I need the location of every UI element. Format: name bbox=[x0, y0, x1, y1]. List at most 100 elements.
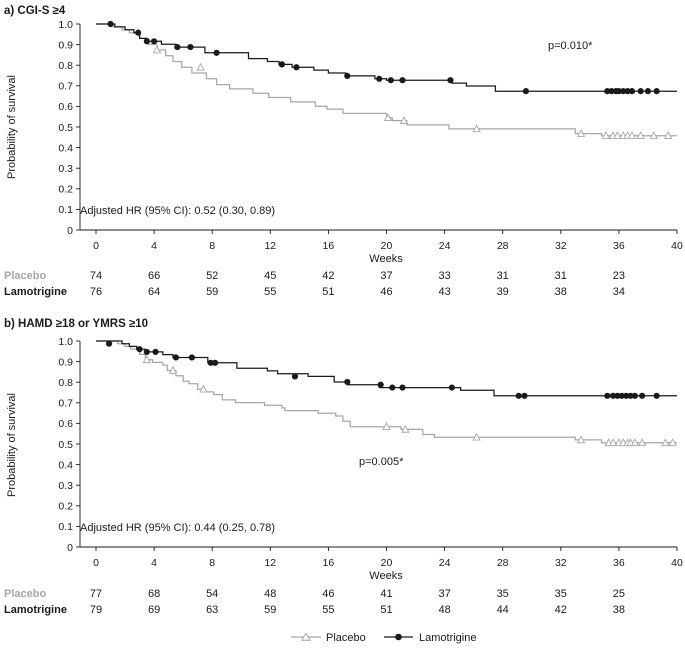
panel-b-x-axis-label: Weeks bbox=[369, 570, 403, 582]
panel-a-y-tick-label: 0.2 bbox=[58, 184, 73, 196]
panel-a-curves bbox=[96, 20, 677, 139]
panel-b-risk-value-placebo: 68 bbox=[148, 588, 160, 600]
panel-b-hazard-ratio: Adjusted HR (95% CI): 0.44 (0.25, 0.78) bbox=[80, 522, 275, 534]
panel-a-risk-value-lamotrigine: 64 bbox=[148, 286, 160, 298]
panel-b-risk-value-placebo: 46 bbox=[322, 588, 334, 600]
panel-a-lamotrigine-curve bbox=[96, 23, 677, 92]
panel-a-lamotrigine-censor-mark bbox=[637, 88, 644, 95]
panel-a-x-axis-label: Weeks bbox=[369, 253, 403, 265]
panel-a-x-tick-label: 4 bbox=[151, 240, 157, 252]
panel-a-lamotrigine-censor-mark bbox=[135, 29, 142, 36]
panel-b-risk-value-lamotrigine: 79 bbox=[90, 604, 102, 616]
panel-b-risk-value-lamotrigine: 48 bbox=[438, 604, 450, 616]
panel-a-placebo-censor-mark bbox=[152, 45, 162, 54]
panel-a-hazard-ratio: Adjusted HR (95% CI): 0.52 (0.30, 0.89) bbox=[80, 205, 275, 217]
panel-a-risk-value-placebo: 52 bbox=[206, 270, 218, 282]
panel-b-risk-value-placebo: 77 bbox=[90, 588, 102, 600]
panel-b-lamotrigine-censor-mark bbox=[105, 340, 113, 347]
panel-b-risk-value-lamotrigine: 44 bbox=[497, 604, 509, 616]
panel-b-placebo-censor-mark bbox=[472, 432, 481, 441]
panel-b-lamotrigine-censor-mark bbox=[448, 384, 455, 391]
panel-b-lamotrigine-censor-mark bbox=[627, 392, 634, 399]
panel-a-x-tick-label: 8 bbox=[209, 240, 215, 252]
panel-a-lamotrigine-censor-mark bbox=[151, 38, 158, 45]
panel-a-risk-value-lamotrigine: 76 bbox=[90, 286, 102, 298]
panel-a-risk-value-lamotrigine: 34 bbox=[613, 286, 625, 298]
panel-a-lamotrigine-censor-mark bbox=[107, 20, 114, 28]
panel-a-placebo-censor-mark bbox=[613, 131, 622, 139]
panel-b-lamotrigine-censor-mark bbox=[521, 392, 528, 399]
panel-b-lamotrigine-censor-mark bbox=[631, 392, 638, 399]
panel-a-x-tick-label: 12 bbox=[264, 240, 276, 252]
panel-b-x-tick-label: 4 bbox=[151, 557, 157, 569]
panel-b-y-tick-label: 1.0 bbox=[58, 336, 73, 348]
panel-b-placebo-censor-mark bbox=[637, 438, 647, 447]
panel-a: a) CGI-S ≥4 Probability of survival Week… bbox=[4, 5, 683, 298]
panel-b-y-tick-label: 0.2 bbox=[58, 501, 73, 513]
panel-b-x-tick-label: 20 bbox=[381, 557, 393, 569]
panel-b-risk-value-placebo: 48 bbox=[264, 588, 276, 600]
panel-a-y-tick-label: 0.8 bbox=[58, 60, 73, 72]
panel-a-placebo-censor-mark bbox=[627, 131, 637, 139]
panel-a-x-tick-label: 24 bbox=[439, 240, 451, 252]
panel-a-lamotrigine-censor-mark bbox=[447, 77, 454, 84]
panel-a-lamotrigine-censor-mark bbox=[376, 75, 383, 82]
panel-a-lamotrigine-censor-mark bbox=[644, 88, 652, 95]
legend-lamotrigine-label: Lamotrigine bbox=[419, 632, 476, 644]
panel-b-lamotrigine-censor-mark bbox=[344, 378, 351, 386]
panel-b-y-tick-label: 0.7 bbox=[58, 398, 73, 410]
panel-b-lamotrigine-censor-mark bbox=[399, 384, 406, 391]
panel-b-lamotrigine-censor-mark bbox=[172, 354, 179, 361]
panel-b-y-tick-label: 0.1 bbox=[58, 521, 73, 533]
panel-b-x-tick-label: 0 bbox=[93, 557, 99, 569]
panel-b-risk-value-lamotrigine: 38 bbox=[613, 604, 625, 616]
panel-b-curves bbox=[96, 340, 677, 447]
panel-b-risk-value-lamotrigine: 55 bbox=[322, 604, 334, 616]
panel-b-x-tick-label: 16 bbox=[323, 557, 335, 569]
panel-b-risk-value-lamotrigine: 59 bbox=[264, 604, 276, 616]
panel-a-lamotrigine-censor-mark bbox=[615, 88, 623, 95]
panel-a-risk-value-placebo: 33 bbox=[438, 270, 450, 282]
panel-a-lamotrigine-censor-mark bbox=[387, 77, 394, 84]
panel-b-risk-value-lamotrigine: 42 bbox=[555, 604, 567, 616]
panel-a-y-tick-label: 1.0 bbox=[58, 19, 73, 31]
panel-a-risk-value-lamotrigine: 46 bbox=[380, 286, 392, 298]
panel-b-x-tick-label: 28 bbox=[497, 557, 509, 569]
panel-b-y-axis-label: Probability of survival bbox=[6, 393, 18, 497]
panel-a-placebo-censor-mark bbox=[601, 131, 610, 139]
panel-a-risk-value-placebo: 37 bbox=[380, 270, 392, 282]
panel-b-placebo-censor-mark bbox=[382, 422, 391, 431]
panel-a-lamotrigine-censor-mark bbox=[174, 43, 181, 51]
panel-a-risk-value-lamotrigine: 43 bbox=[438, 286, 450, 298]
panel-b-risk-value-placebo: 25 bbox=[613, 588, 625, 600]
panel-a-placebo-censor-mark bbox=[196, 62, 205, 71]
panel-b-lamotrigine-censor-mark bbox=[614, 392, 621, 399]
panel-a-y-tick-label: 0 bbox=[67, 225, 73, 237]
panel-a-risk-value-lamotrigine: 51 bbox=[322, 286, 334, 298]
panel-a-risk-value-placebo: 23 bbox=[613, 270, 625, 282]
panel-a-x-tick-label: 20 bbox=[381, 240, 393, 252]
panel-b-lamotrigine-censor-mark bbox=[604, 392, 611, 399]
panel-b-lamotrigine-censor-mark bbox=[623, 392, 630, 399]
panel-a-y-tick-label: 0.1 bbox=[58, 204, 73, 216]
panel-b-placebo-censor-mark bbox=[608, 438, 618, 447]
panel-b-risk-label-lamotrigine: Lamotrigine bbox=[4, 604, 67, 616]
legend-lamotrigine-circle-icon bbox=[395, 633, 402, 641]
panel-b-risk-value-placebo: 41 bbox=[380, 588, 392, 600]
panel-a-axes: 0 0.1 0.2 0.3 0.4 0.5 0.6 0.7 0.8 0.9 1.0 0 4 8 12 16 20… bbox=[58, 19, 683, 252]
panel-a-y-tick-label: 0.3 bbox=[58, 163, 73, 175]
panel-a-y-tick-label: 0.4 bbox=[58, 142, 73, 154]
panel-a-placebo-censor-mark bbox=[649, 131, 658, 139]
panel-a-x-tick-label: 16 bbox=[323, 240, 335, 252]
panel-a-risk-value-lamotrigine: 39 bbox=[497, 286, 509, 298]
panel-b-placebo-censor-mark bbox=[630, 438, 640, 447]
panel-b-x-tick-label: 24 bbox=[439, 557, 451, 569]
panel-b-risk-value-lamotrigine: 69 bbox=[148, 604, 160, 616]
panel-b-placebo-censor-mark bbox=[668, 438, 677, 447]
panel-a-placebo-censor-mark bbox=[636, 131, 645, 139]
panel-b-risk-value-placebo: 37 bbox=[438, 588, 450, 600]
panel-a-risk-label-lamotrigine: Lamotrigine bbox=[4, 286, 67, 298]
panel-a-lamotrigine-censor-mark bbox=[624, 88, 631, 95]
